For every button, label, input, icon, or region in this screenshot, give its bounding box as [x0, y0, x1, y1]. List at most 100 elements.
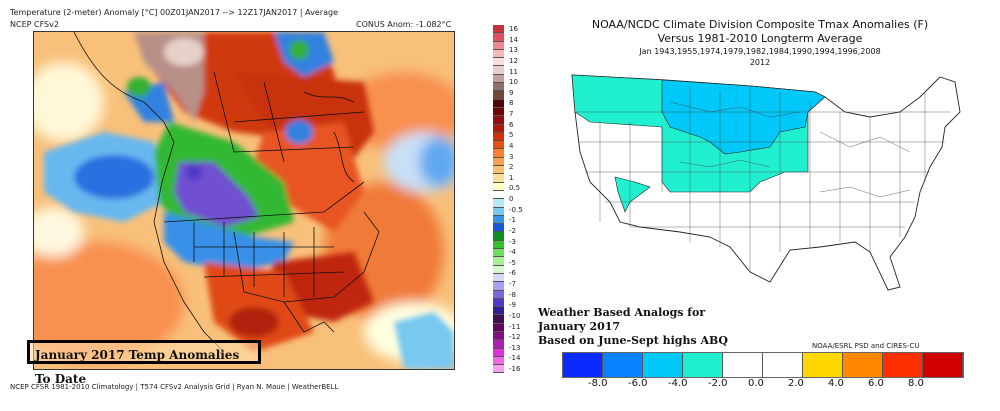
climate-division-borders [575, 86, 950, 272]
colorbar-label: 14 [509, 35, 518, 44]
colorbar-segment [493, 273, 504, 283]
colorbar-label: -2 [509, 226, 516, 235]
analog-text-line-1: Weather Based Analogs for [538, 306, 706, 319]
legend-credit: NOAA/ESRL PSD and CIRES-CU [812, 342, 920, 350]
colorbar-segment [493, 124, 504, 133]
right-map-analog-years: Jan 1943,1955,1974,1979,1982,1984,1990,1… [639, 47, 881, 56]
legend-tick-label: 8.0 [908, 378, 924, 389]
legend-color-segment [883, 353, 923, 377]
colorbar-segment [493, 199, 504, 208]
colorbar-segment [493, 298, 504, 308]
colorbar-segment [493, 257, 504, 266]
colorbar-segment [493, 58, 504, 67]
colorbar-segment [493, 290, 504, 299]
overlay-label: January 2017 Temp Anomalies To Date [35, 348, 240, 386]
colorbar-label: 2 [509, 163, 514, 172]
colorbar-label: -12 [509, 333, 521, 342]
colorbar-label: -0.5 [509, 205, 523, 214]
colorbar-segment [493, 323, 504, 332]
temperature-colorbar [493, 25, 504, 374]
left-map-footer: NCEP CFSR 1981-2010 Climatology | T574 C… [10, 383, 339, 391]
colorbar-segment [493, 307, 504, 316]
colorbar-label: -11 [509, 322, 521, 331]
colorbar-segment [493, 66, 504, 75]
colorbar-label: -3 [509, 237, 516, 246]
legend-color-segment [843, 353, 883, 377]
colorbar-segment [493, 132, 504, 142]
legend-color-segment [923, 353, 963, 377]
colorbar-label: 4 [509, 141, 514, 150]
colorbar-segment [493, 340, 504, 349]
colorbar-label: -9 [509, 301, 516, 310]
colorbar-label: -7 [509, 280, 516, 288]
colorbar-label: -13 [509, 343, 521, 352]
colorbar-segment [493, 41, 504, 50]
colorbar-segment [493, 107, 504, 117]
colorbar-label: 1 [509, 173, 514, 182]
colorbar-segment [493, 348, 504, 357]
colorbar-label: -4 [509, 248, 516, 257]
colorbar-segment [493, 331, 504, 341]
analog-text-line-2: January 2017 [538, 320, 621, 333]
colorbar-segment [493, 190, 504, 200]
colorbar-segment [493, 356, 504, 366]
colorbar-label: -5 [509, 258, 516, 267]
right-map-subtitle: Versus 1981-2010 Longterm Average [657, 32, 863, 45]
colorbar-label: 9 [509, 88, 514, 97]
colorbar-segment [493, 232, 504, 241]
colorbar-segment [493, 49, 504, 59]
coastlines-and-borders [73, 32, 380, 353]
colorbar-label: 7 [509, 110, 514, 118]
colorbar-segment [493, 215, 504, 225]
legend-color-segment [683, 353, 723, 377]
legend-tick-label: 0.0 [748, 378, 764, 389]
legend-color-segment [563, 353, 603, 377]
colorbar-segment [493, 157, 504, 167]
colorbar-label: -14 [509, 354, 521, 363]
colorbar-segment [493, 240, 504, 250]
colorbar-segment [493, 116, 504, 125]
legend-tick-label: -4.0 [668, 378, 688, 389]
colorbar-label: 10 [509, 78, 518, 87]
legend-tick-label: 4.0 [828, 378, 844, 389]
legend-tick-label: -2.0 [708, 378, 728, 389]
colorbar-segment [493, 249, 504, 258]
colorbar-label: 0 [509, 195, 514, 203]
legend-tick-label: -8.0 [588, 378, 608, 389]
legend-color-segment [763, 353, 803, 377]
colorbar-label: -6 [509, 269, 516, 278]
right-map-analog-year-extra: 2012 [749, 58, 771, 67]
colorbar-label: 6 [509, 120, 514, 129]
pacific-warm-region [34, 242, 184, 362]
colorbar-label: 11 [509, 67, 518, 76]
legend-color-segment [603, 353, 643, 377]
right-map-title: NOAA/NCDC Climate Division Composite Tma… [591, 18, 929, 31]
northern-plains-cold-region [661, 79, 826, 155]
colorbar-segment [493, 141, 504, 150]
colorbar-segment [493, 91, 504, 100]
colorbar-segment [493, 166, 504, 175]
temperature-anomaly-map [33, 31, 455, 370]
colorbar-label: 5 [509, 131, 514, 140]
colorbar-label: -1 [509, 216, 516, 225]
legend-tick-label: 6.0 [868, 378, 884, 389]
legend-color-segment [723, 353, 763, 377]
colorbar-segment [493, 365, 504, 374]
colorbar-segment [493, 207, 504, 216]
legend-tick-label: 2.0 [788, 378, 804, 389]
colorbar-label: -8 [509, 290, 516, 299]
overlay-label-box: January 2017 Temp Anomalies To Date [27, 340, 261, 386]
colorbar-segment [493, 282, 504, 291]
legend-color-segment [643, 353, 683, 377]
colorbar-segment [493, 25, 504, 34]
legend-color-segment [803, 353, 843, 377]
colorbar-label: 0.5 [509, 184, 521, 193]
anomaly-legend [562, 352, 964, 378]
colorbar-segment [493, 224, 504, 233]
colorbar-label: 16 [509, 25, 518, 33]
colorbar-segment [493, 99, 504, 108]
colorbar-label: -16 [509, 365, 521, 373]
colorbar-segment [493, 33, 504, 42]
colorbar-segment [493, 83, 504, 92]
colorbar-label: 13 [509, 46, 518, 55]
